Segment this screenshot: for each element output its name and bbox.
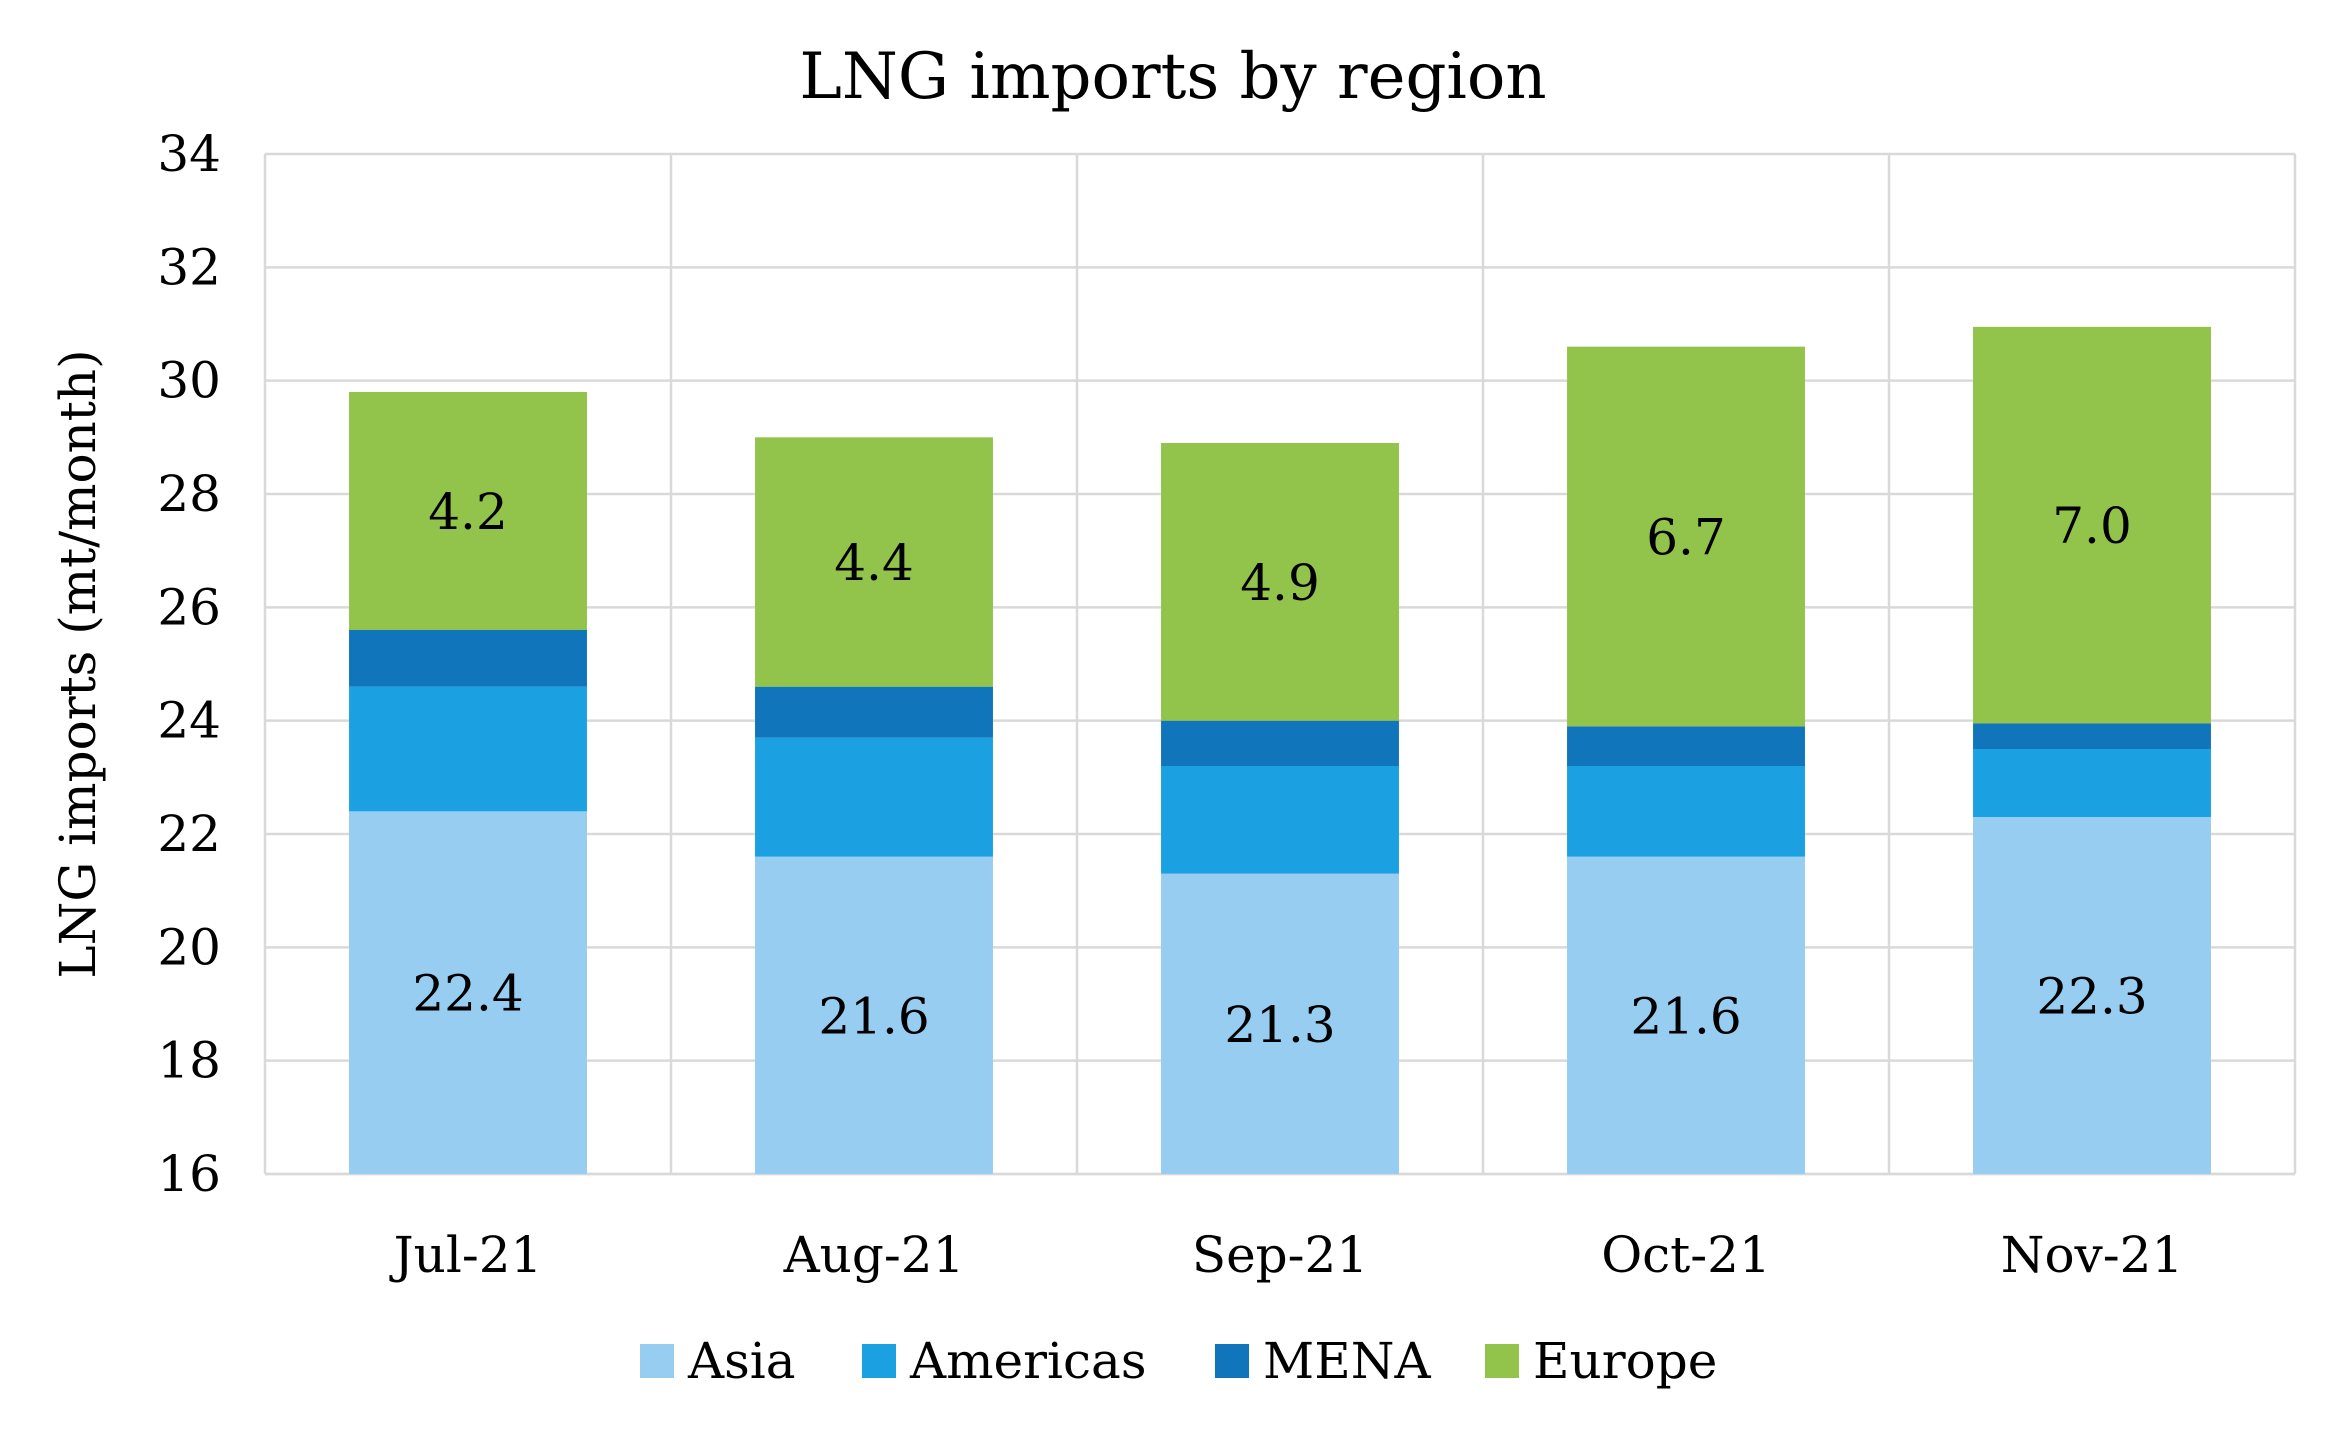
- bar-europe-jul-21: [349, 392, 587, 630]
- bar-mena-nov-21: [1973, 723, 2211, 749]
- x-tick-label: Sep-21: [1192, 1226, 1368, 1284]
- bar-mena-jul-21: [349, 630, 587, 687]
- y-tick-label: 16: [157, 1145, 221, 1203]
- bar-asia-oct-21: [1567, 856, 1805, 1174]
- legend-swatch-europe: [1485, 1344, 1519, 1378]
- bar-asia-nov-21: [1973, 817, 2211, 1174]
- bar-asia-jul-21: [349, 811, 587, 1174]
- bar-europe-sep-21: [1161, 443, 1399, 721]
- legend-label: Americas: [909, 1332, 1146, 1390]
- data-label: 21.6: [1630, 987, 1741, 1045]
- bar-asia-sep-21: [1161, 873, 1399, 1174]
- data-label: 7.0: [2052, 497, 2132, 555]
- legend-swatch-mena: [1215, 1344, 1249, 1378]
- y-tick-label: 26: [157, 578, 221, 636]
- x-tick-label: Jul-21: [389, 1226, 543, 1284]
- data-label: 21.3: [1224, 996, 1335, 1054]
- bar-europe-oct-21: [1567, 346, 1805, 727]
- bar-mena-sep-21: [1161, 720, 1399, 766]
- bar-europe-aug-21: [755, 437, 993, 687]
- legend-label: Europe: [1533, 1332, 1717, 1390]
- legend-label: MENA: [1263, 1332, 1431, 1390]
- data-label: 22.4: [412, 965, 523, 1023]
- data-label: 4.9: [1240, 554, 1320, 612]
- legend-swatch-americas: [862, 1344, 896, 1378]
- bar-mena-aug-21: [755, 686, 993, 738]
- data-label: 21.6: [818, 987, 929, 1045]
- bar-americas-sep-21: [1161, 766, 1399, 874]
- y-tick-label: 22: [157, 805, 221, 863]
- bar-americas-nov-21: [1973, 749, 2211, 817]
- legend-swatch-asia: [640, 1344, 674, 1378]
- data-label: 6.7: [1646, 509, 1726, 567]
- y-axis-label: LNG imports (mt/month): [49, 349, 107, 978]
- bar-asia-aug-21: [755, 856, 993, 1174]
- y-tick-label: 34: [157, 125, 221, 183]
- bar-americas-jul-21: [349, 686, 587, 812]
- y-tick-label: 18: [157, 1032, 221, 1090]
- y-tick-label: 28: [157, 465, 221, 523]
- data-label: 4.4: [834, 534, 914, 592]
- bar-americas-oct-21: [1567, 766, 1805, 857]
- legend-label: Asia: [687, 1332, 796, 1390]
- x-tick-label: Oct-21: [1601, 1226, 1771, 1284]
- bar-mena-oct-21: [1567, 726, 1805, 766]
- x-tick-label: Nov-21: [2001, 1226, 2184, 1284]
- y-tick-label: 24: [157, 692, 221, 750]
- y-tick-label: 20: [157, 918, 221, 976]
- y-tick-label: 32: [157, 238, 221, 296]
- data-label: 22.3: [2036, 968, 2147, 1026]
- bar-europe-nov-21: [1973, 326, 2211, 724]
- x-tick-label: Aug-21: [783, 1226, 965, 1284]
- bar-americas-aug-21: [755, 737, 993, 857]
- chart-title: LNG imports by region: [799, 40, 1546, 114]
- y-tick-label: 30: [157, 352, 221, 410]
- data-label: 4.2: [428, 483, 508, 541]
